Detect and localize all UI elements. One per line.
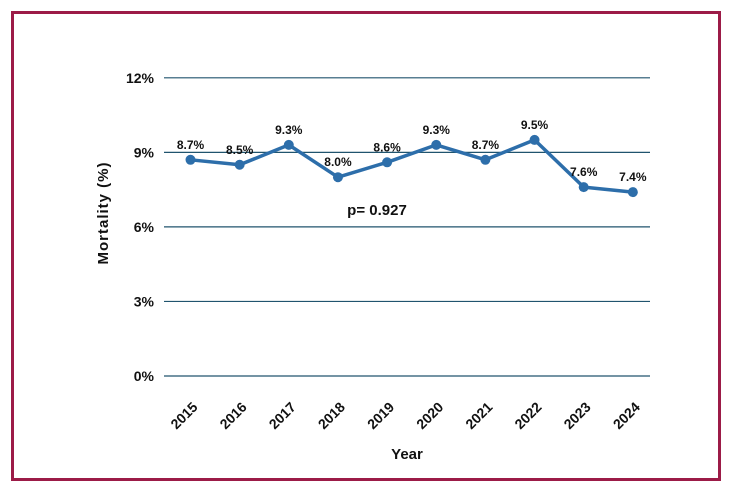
- data-point-label: 7.4%: [619, 170, 647, 184]
- x-tick-label: 2020: [413, 399, 446, 432]
- mortality-line-chart: 0% 3% 6% 9% 12% 8.7% 8.5% 9.3% 8.0% 8.6% 9.3% 8.7% 9…: [126, 70, 650, 432]
- y-axis-title: Mortality (%): [95, 161, 112, 265]
- data-point-label: 9.5%: [521, 118, 549, 132]
- data-point-marker: [627, 187, 638, 198]
- data-point-marker: [283, 139, 294, 150]
- series-line: [188, 138, 635, 194]
- data-point-label: 8.6%: [373, 140, 401, 154]
- data-point-marker: [332, 172, 343, 183]
- data-point-label: 7.6%: [570, 165, 598, 179]
- data-point-marker: [480, 154, 491, 165]
- x-tick-label: 2021: [462, 399, 495, 432]
- y-tick-label: 12%: [126, 70, 155, 86]
- data-point-label: 8.5%: [226, 143, 254, 157]
- y-tick-label: 0%: [134, 368, 155, 384]
- p-value-annotation: p= 0.927: [347, 202, 407, 219]
- y-tick-label: 3%: [134, 293, 155, 309]
- data-point-label: 9.3%: [423, 123, 451, 137]
- x-tick-label: 2017: [266, 399, 299, 432]
- data-point-marker: [578, 182, 589, 193]
- x-tick-label: 2018: [315, 399, 348, 432]
- chart-border-frame: 0% 3% 6% 9% 12% 8.7% 8.5% 9.3% 8.0% 8.6% 9.3% 8.7% 9…: [11, 11, 721, 481]
- x-tick-label: 2016: [216, 399, 249, 432]
- data-point-label: 9.3%: [275, 123, 303, 137]
- x-tick-label: 2024: [610, 399, 643, 432]
- data-point-marker: [234, 159, 245, 170]
- data-point-marker: [382, 157, 393, 168]
- data-point-marker: [431, 139, 442, 150]
- data-point-marker: [529, 134, 540, 145]
- data-point-label: 8.7%: [472, 138, 500, 152]
- y-tick-label: 6%: [134, 219, 155, 235]
- x-tick-label: 2019: [364, 399, 397, 432]
- x-tick-label: 2015: [167, 399, 200, 432]
- data-point-label: 8.0%: [324, 155, 352, 169]
- data-point-label: 8.7%: [177, 138, 205, 152]
- data-point-marker: [185, 154, 196, 165]
- x-tick-label: 2023: [560, 399, 593, 432]
- x-axis-title: Year: [391, 446, 423, 463]
- y-tick-label: 9%: [134, 144, 155, 160]
- x-tick-label: 2022: [511, 399, 544, 432]
